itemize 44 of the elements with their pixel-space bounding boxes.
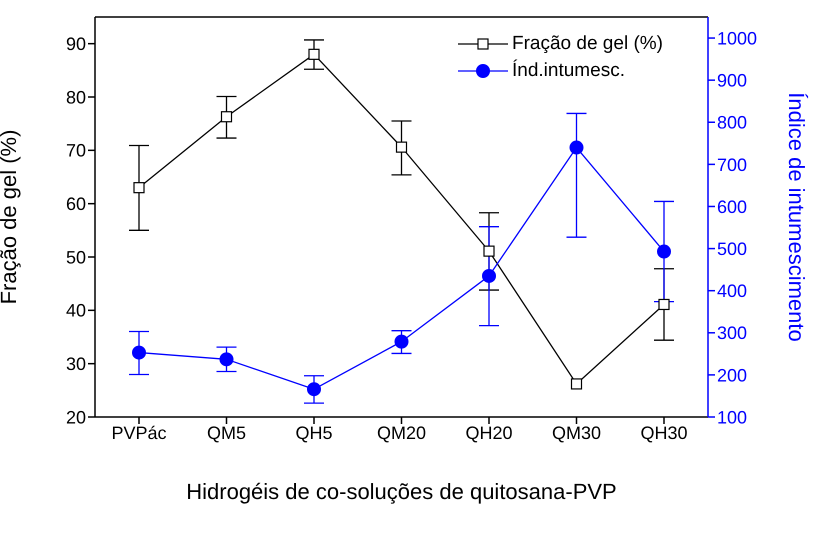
y2-tick-label: 400 xyxy=(717,281,748,302)
point xyxy=(133,182,145,194)
y2-tick-label: 300 xyxy=(717,323,748,344)
y2-tick-label: 600 xyxy=(717,196,748,217)
point xyxy=(482,268,496,283)
y2-tick-label: 900 xyxy=(717,70,748,91)
y2-tick-label: 1000 xyxy=(717,28,758,48)
x-axis-title: Hidrogéis de co-soluções de quitosana-PVP xyxy=(186,479,617,504)
point xyxy=(308,48,320,60)
y-tick-label: 90 xyxy=(66,34,86,54)
y-tick-label: 50 xyxy=(66,247,86,268)
y-tick-label: 60 xyxy=(66,194,86,214)
y2-tick-label: 200 xyxy=(717,365,748,386)
point xyxy=(307,382,321,396)
y-axis-title: Fração de gel (%) xyxy=(0,130,21,304)
point xyxy=(483,246,495,257)
point xyxy=(658,298,670,310)
x-tick-label: PVPác xyxy=(111,422,167,443)
y-tick-label: 40 xyxy=(66,300,86,321)
point xyxy=(396,142,408,153)
y-tick-label: 20 xyxy=(66,407,86,428)
y2-tick-label: 100 xyxy=(717,407,748,428)
point xyxy=(220,111,232,122)
x-tick-label: QM20 xyxy=(376,422,426,443)
y2-axis-title: Índice de intumescimento xyxy=(784,92,810,342)
x-tick-label: QH30 xyxy=(640,422,688,443)
point xyxy=(132,346,146,360)
y-tick-label: 80 xyxy=(66,87,86,108)
x-tick-label: QM5 xyxy=(206,422,246,443)
y-tick-label: 30 xyxy=(66,354,86,374)
x-tick-label: QH5 xyxy=(295,422,333,443)
x-tick-label: QH20 xyxy=(465,422,513,443)
y2-tick-label: 800 xyxy=(717,112,748,133)
legend-label: Índ.intumesc. xyxy=(512,58,625,83)
x-tick-label: QM30 xyxy=(552,422,602,443)
legend-label: Fração de gel (%) xyxy=(512,32,663,56)
point xyxy=(394,334,408,349)
point xyxy=(570,378,582,390)
y2-tick-label: 500 xyxy=(717,238,748,259)
y-tick-label: 70 xyxy=(66,140,86,161)
point xyxy=(220,352,234,366)
point xyxy=(657,244,671,259)
y2-tick-label: 700 xyxy=(717,154,748,175)
point xyxy=(570,140,584,155)
